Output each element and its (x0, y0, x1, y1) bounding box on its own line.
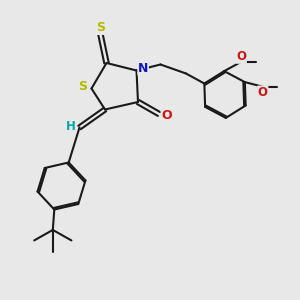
Text: S: S (97, 21, 106, 34)
Text: S: S (78, 80, 87, 93)
Text: O: O (258, 86, 268, 99)
Text: N: N (138, 61, 148, 75)
Text: O: O (161, 109, 172, 122)
Text: O: O (236, 50, 246, 63)
Text: H: H (66, 119, 76, 133)
